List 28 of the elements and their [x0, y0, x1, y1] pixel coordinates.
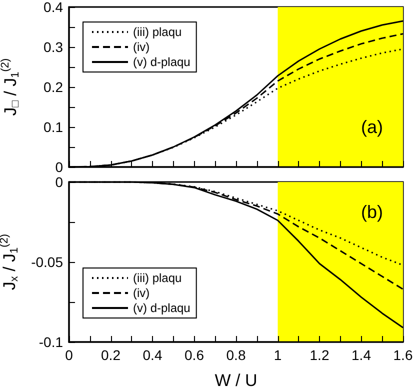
annotation: (b)	[361, 202, 383, 222]
y-tick-label: 0.3	[44, 39, 64, 55]
y-tick-label: 0	[55, 159, 64, 175]
x-tick-label: 1.2	[310, 347, 330, 363]
y-tick-label: 0.4	[44, 0, 64, 15]
legend-label: (iv)	[133, 40, 150, 54]
x-axis-title: W / U	[214, 371, 258, 389]
x-tick-label: 0.8	[226, 347, 246, 363]
legend-label: (v) d-plaqu	[133, 55, 190, 69]
y-axis-title: J□ / J1(2)	[0, 58, 22, 116]
x-tick-label: 0.4	[142, 347, 162, 363]
y-tick-label: 0.2	[44, 79, 64, 95]
y-tick-label: -0.05	[31, 254, 64, 270]
y-tick-label: -0.1	[38, 334, 64, 350]
y-tick-label: 0	[55, 174, 64, 190]
legend-label: (v) d-plaqu	[133, 301, 190, 315]
legend-label: (iv)	[133, 286, 150, 300]
legend-label: (iii) plaqu	[133, 271, 182, 285]
annotation: (a)	[361, 117, 383, 137]
x-tick-label: 1.4	[352, 347, 372, 363]
y-tick-label: 0.1	[44, 119, 64, 135]
x-tick-label: 0.2	[101, 347, 121, 363]
legend-label: (iii) plaqu	[133, 25, 182, 39]
y-axis-title: Jx / J1(2)	[0, 234, 21, 290]
x-tick-label: 1	[274, 347, 282, 363]
x-tick-label: 0	[65, 347, 74, 363]
x-tick-label: 0.6	[184, 347, 204, 363]
x-tick-label: 1.6	[393, 347, 413, 363]
